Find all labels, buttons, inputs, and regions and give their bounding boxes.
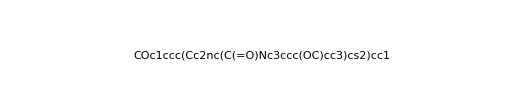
Text: COc1ccc(Cc2nc(C(=O)Nc3ccc(OC)cc3)cs2)cc1: COc1ccc(Cc2nc(C(=O)Nc3ccc(OC)cc3)cs2)cc1 bbox=[134, 50, 390, 60]
